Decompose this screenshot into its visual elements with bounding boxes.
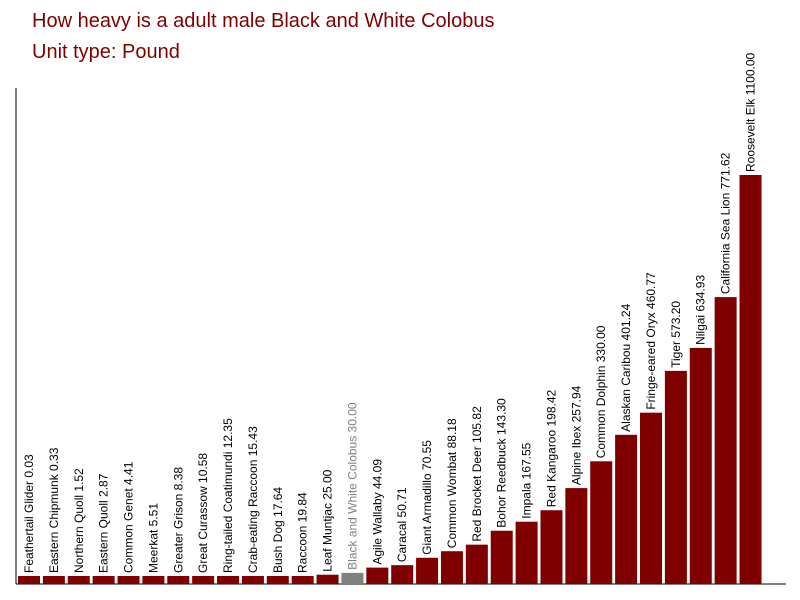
chart-title: How heavy is a adult male Black and Whit…	[32, 10, 495, 32]
bar-label: Common Dolphin 330.00	[594, 325, 608, 458]
bar-label: Roosevelt Elk 1100.00	[744, 52, 758, 172]
bar-label: Alpine Ibex 257.94	[569, 385, 583, 485]
bar-black-and-white-colobus	[341, 572, 364, 584]
bar-california-sea-lion	[714, 297, 737, 584]
bar-impala	[515, 521, 538, 584]
bar-label: Tiger 573.20	[669, 301, 683, 368]
bar-label: Nilgai 634.93	[694, 275, 708, 345]
bar-label: Great Curassow 10.58	[196, 453, 210, 573]
bar-meerkat	[142, 576, 165, 584]
bar-label: Common Wombat 88.18	[445, 418, 459, 548]
bar-great-curassow	[192, 576, 215, 584]
bar-label: Common Genet 4.41	[122, 461, 136, 573]
bar-common-genet	[117, 576, 140, 584]
bar-label: Black and White Colobus 30.00	[345, 402, 359, 570]
bar-label: Agile Wallaby 44.09	[370, 459, 384, 565]
chart-subtitle: Unit type: Pound	[32, 41, 180, 63]
bar-label: Ring-tailed Coatimundi 12.35	[221, 418, 235, 573]
bar-agile-wallaby	[366, 567, 389, 584]
bar-leaf-muntjac	[316, 574, 339, 584]
bar-label: Bohor Reedbuck 143.30	[495, 398, 509, 528]
bar-ring-tailed-coatimundi	[217, 576, 240, 584]
bar-label: Alaskan Caribou 401.24	[619, 303, 633, 431]
bar-label: Leaf Muntjac 25.00	[321, 469, 335, 571]
bar-label: Feathertail Glider 0.03	[22, 454, 36, 573]
bar-fringe-eared-oryx	[640, 412, 662, 584]
bar-caracal	[391, 565, 414, 584]
bar-label: Impala 167.55	[520, 442, 534, 518]
bar-label: California Sea Lion 771.62	[719, 152, 733, 294]
bar-raccoon	[291, 576, 314, 584]
bar-eastern-quoll	[92, 576, 115, 584]
bar-giant-armadillo	[416, 557, 439, 584]
bar-label: Greater Grison 8.38	[171, 467, 185, 573]
bar-bohor-reedbuck	[490, 530, 513, 584]
bar-label: Caracal 50.71	[395, 487, 409, 562]
bar-label: Fringe-eared Oryx 460.77	[644, 272, 658, 410]
bar-tiger	[664, 370, 687, 584]
bar-common-dolphin	[590, 461, 613, 584]
bar-roosevelt-elk	[739, 175, 762, 584]
bar-label: Eastern Quoll 2.87	[97, 473, 111, 573]
bar-label: Eastern Chipmunk 0.33	[47, 447, 61, 573]
bar-northern-quoll	[67, 576, 90, 584]
bar-label: Red Kangaroo 198.42	[544, 389, 558, 507]
bar-label: Raccoon 19.84	[296, 492, 310, 573]
bar-eastern-chipmunk	[42, 576, 65, 584]
bar-alaskan-caribou	[615, 434, 638, 584]
bar-label: Meerkat 5.51	[146, 503, 160, 573]
bar-nilgai	[689, 347, 712, 584]
bar-crab-eating-raccoon	[241, 576, 264, 584]
bar-red-kangaroo	[540, 510, 563, 584]
bar-label: Giant Armadillo 70.55	[420, 440, 434, 555]
bar-feathertail-glider	[18, 576, 40, 584]
bar-greater-grison	[167, 576, 190, 584]
bar-label: Crab-eating Raccoon 15.43	[246, 426, 260, 573]
bar-red-brocket-deer	[465, 544, 488, 584]
bar-label: Bush Dog 17.64	[271, 487, 285, 573]
bar-label: Red Brocket Deer 105.82	[470, 406, 484, 542]
bar-common-wombat	[440, 551, 463, 584]
bar-bush-dog	[266, 576, 289, 584]
bar-label: Northern Quoll 1.52	[72, 468, 86, 573]
bar-alpine-ibex	[565, 488, 588, 584]
